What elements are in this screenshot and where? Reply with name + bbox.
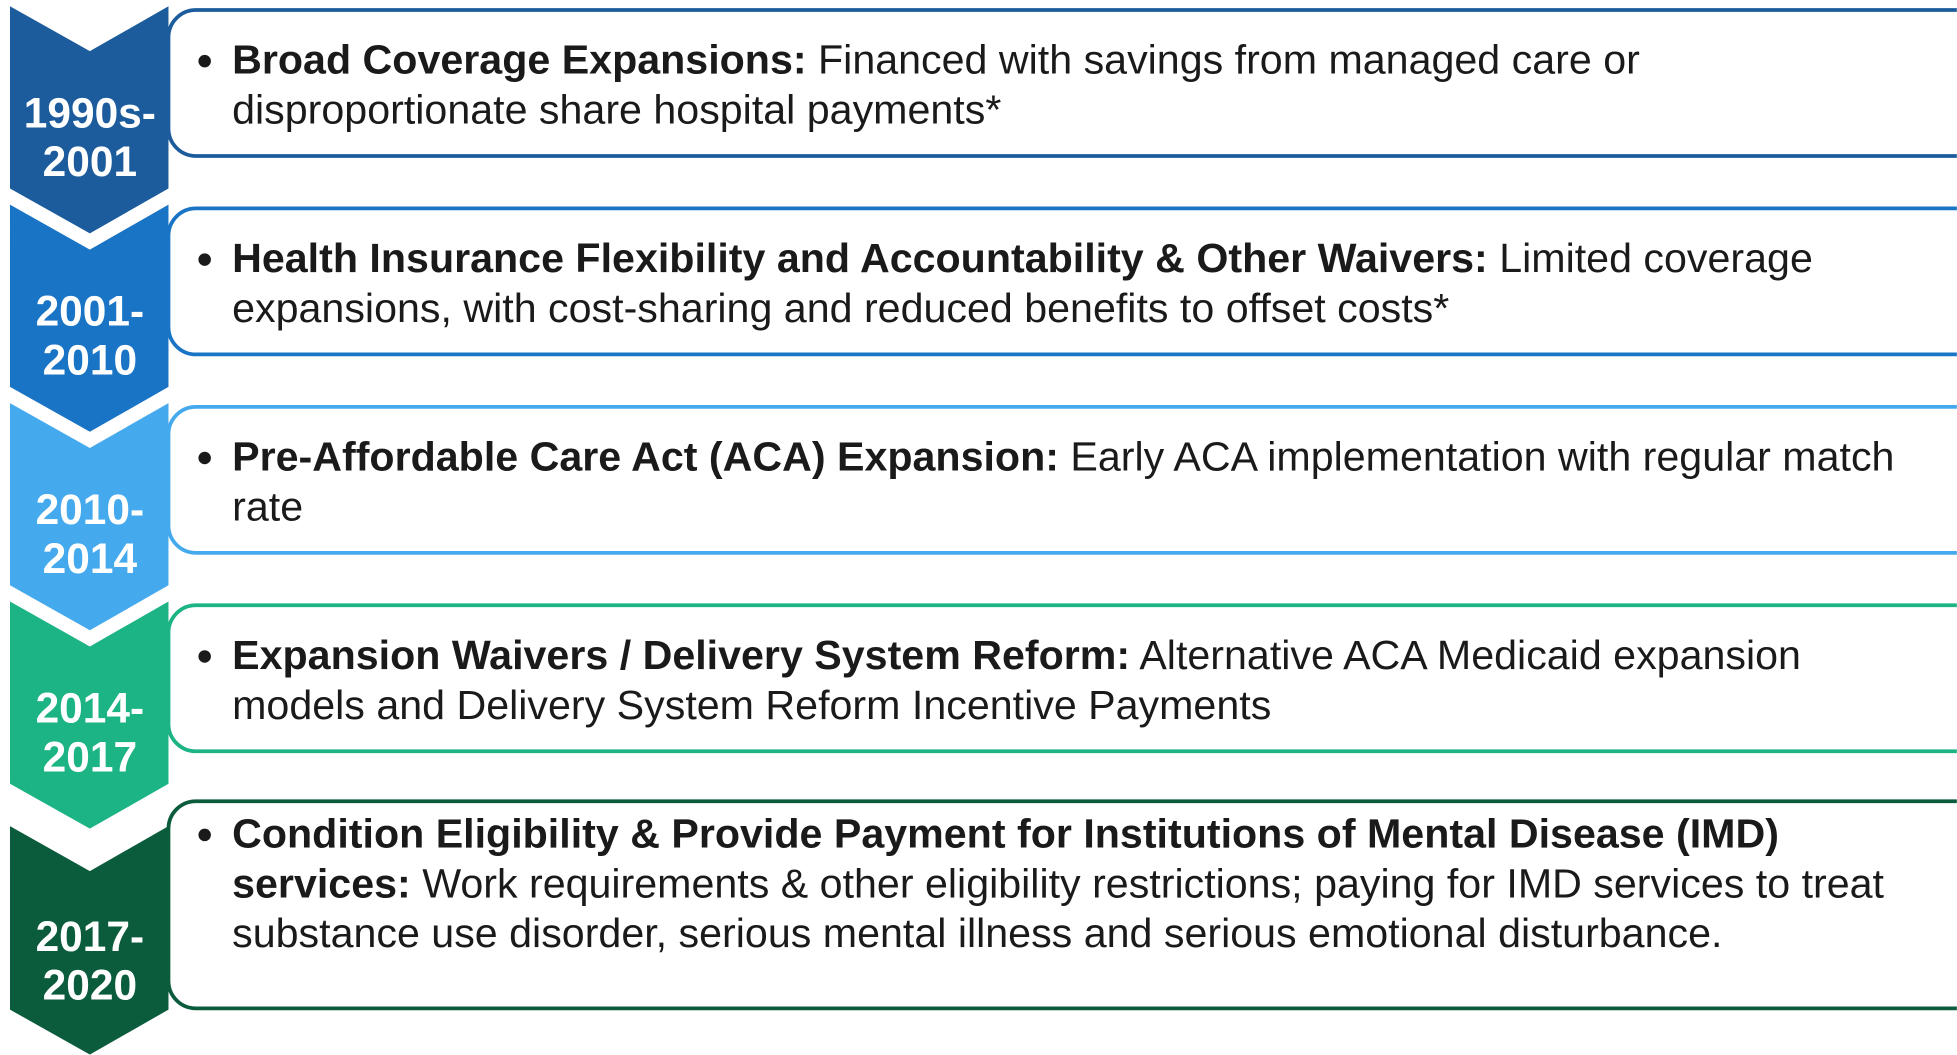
- detail: Work requirements & other eligibility re…: [232, 859, 1884, 956]
- period-label: 2010-2014: [35, 486, 145, 583]
- heading: Expansion Waivers / Delivery System Refo…: [232, 631, 1131, 678]
- period-label: 2001-2010: [35, 288, 145, 385]
- bullet: Expansion Waivers / Delivery System Refo…: [232, 630, 1944, 730]
- chevron: [9, 601, 169, 829]
- chevron: [9, 204, 169, 432]
- period-label: 2017-2020: [35, 913, 145, 1010]
- bullet: Health Insurance Flexibility and Account…: [232, 233, 1944, 333]
- heading: Broad Coverage Expansions:: [232, 36, 807, 83]
- heading: Condition Eligibility & Provide Payment …: [232, 809, 1779, 907]
- text-box: [166, 603, 1957, 754]
- description: Health Insurance Flexibility and Account…: [197, 233, 1944, 333]
- chevron: [9, 403, 169, 631]
- period-label: 2014-2017: [35, 685, 145, 782]
- heading: Pre-Affordable Care Act (ACA) Expansion:: [232, 433, 1059, 480]
- detail: Alternative ACA Medicaid expansion model…: [232, 631, 1801, 728]
- text-box: [166, 404, 1957, 555]
- detail: Financed with savings from managed care …: [232, 36, 1640, 133]
- text-box: [166, 206, 1957, 357]
- heading: Health Insurance Flexibility and Account…: [232, 234, 1488, 281]
- chevron: [9, 6, 169, 234]
- chevron: [9, 826, 169, 1055]
- bullet: Broad Coverage Expansions: Financed with…: [232, 35, 1944, 135]
- detail: Limited coverage expansions, with cost-s…: [232, 234, 1813, 331]
- bullet: Condition Eligibility & Provide Payment …: [232, 809, 1944, 959]
- description: Condition Eligibility & Provide Payment …: [197, 809, 1944, 959]
- bullet: Pre-Affordable Care Act (ACA) Expansion:…: [232, 432, 1944, 532]
- text-box: [166, 8, 1957, 158]
- description: Pre-Affordable Care Act (ACA) Expansion:…: [197, 432, 1944, 532]
- period-label: 1990s-2001: [23, 89, 156, 186]
- detail: Early ACA implementation with regular ma…: [232, 433, 1895, 530]
- description: Broad Coverage Expansions: Financed with…: [197, 35, 1944, 135]
- text-box: [166, 799, 1957, 1011]
- description: Expansion Waivers / Delivery System Refo…: [197, 630, 1944, 730]
